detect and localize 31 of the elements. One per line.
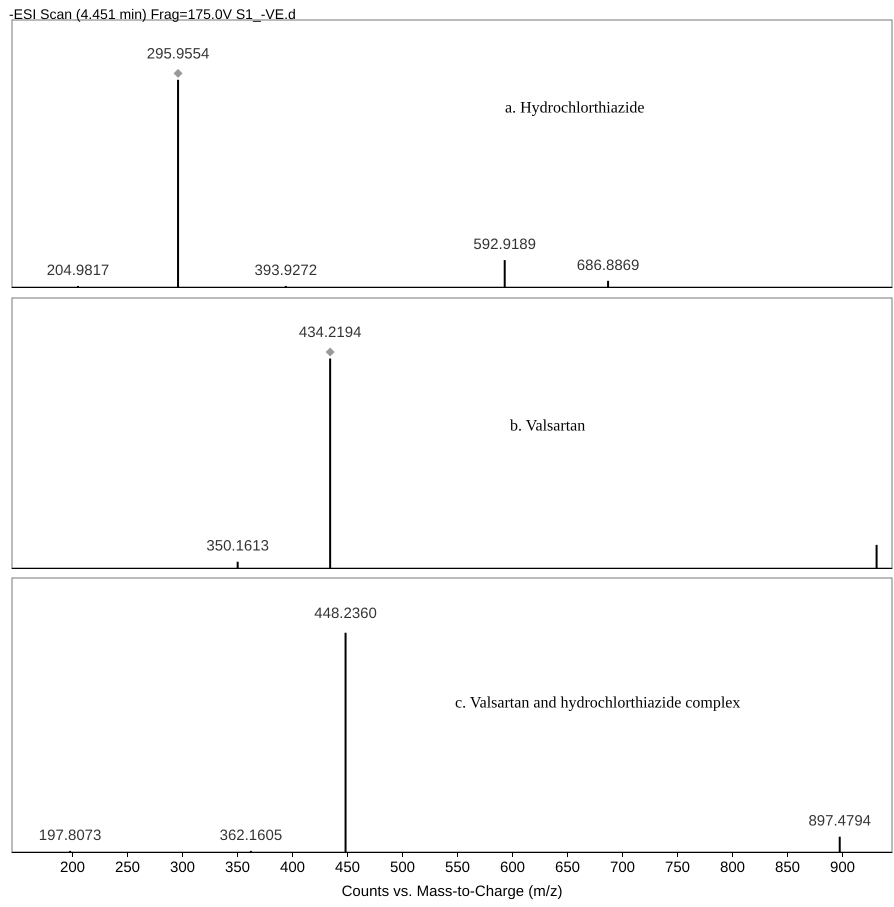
annotation: 362.1605 (220, 826, 282, 844)
x-tick-label: 550 (444, 859, 470, 876)
annotation: 350.1613 (206, 538, 269, 555)
x-tick-label: 350 (224, 859, 250, 876)
x-axis-title: Counts vs. Mass-to-Charge (m/z) (342, 883, 562, 900)
x-tick-label: 200 (60, 859, 86, 876)
annotation: 393.9272 (254, 262, 318, 279)
x-tick-label: 450 (334, 859, 360, 876)
annotation: 686.8869 (576, 256, 640, 274)
chart-title: -ESI Scan (4.451 min) Frag=175.0V S1_-VE.d (9, 6, 296, 22)
annotation: 448.2360 (314, 604, 377, 622)
annotation: a. Hydrochlorthiazide (505, 100, 644, 116)
annotation: c. Valsartan and hydrochlorthiazide complex (455, 694, 740, 712)
annotation: 592.9189 (473, 236, 536, 254)
x-tick-label: 750 (664, 859, 690, 876)
x-tick-label: 400 (280, 859, 306, 876)
x-tick-label: 700 (610, 859, 636, 876)
annotation: 434.2194 (298, 324, 362, 341)
annotation: 295.9554 (146, 45, 210, 62)
annotation: b. Valsartan (510, 418, 586, 434)
annotation: 204.9817 (46, 262, 110, 279)
x-tick-label: 250 (114, 859, 140, 876)
x-tick-label: 500 (390, 859, 416, 876)
annotation: 897.4794 (808, 812, 872, 830)
annotation: 197.8073 (38, 826, 102, 844)
x-tick-label: 850 (774, 859, 800, 876)
x-tick-label: 300 (170, 859, 196, 876)
x-tick-label: 900 (830, 859, 856, 876)
x-tick-label: 650 (554, 859, 580, 876)
x-tick-label: 800 (720, 859, 746, 876)
x-tick-label: 600 (500, 859, 526, 876)
